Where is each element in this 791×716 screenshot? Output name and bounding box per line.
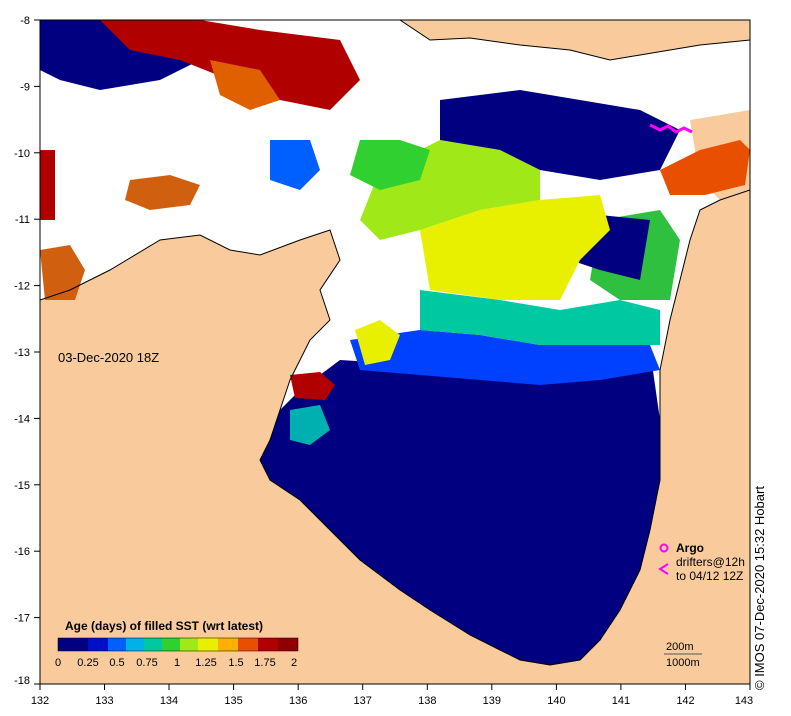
x-tick-label: 140 (547, 695, 565, 707)
coastline-north (399, 20, 750, 61)
colorbar-tick-label: 0.5 (109, 657, 124, 669)
y-tick-label: -8 (20, 15, 30, 27)
x-axis: 132 133 134 135 136 137 138 139 140 141 … (31, 684, 753, 707)
x-tick-label: 139 (483, 695, 501, 707)
drifters-label-line2: to 04/12 12Z (676, 569, 743, 583)
argo-marker-icon (659, 543, 669, 553)
x-tick-label: 134 (160, 695, 178, 707)
drifter-track (649, 123, 693, 134)
region-blue-arafura (270, 140, 320, 190)
coastline (40, 189, 750, 666)
sst-age-fill (40, 20, 750, 665)
x-tick-label: 136 (289, 695, 307, 707)
colorbar-tick-label: 1 (174, 657, 180, 669)
colorbar-swatch (278, 638, 298, 651)
y-tick-label: -12 (14, 281, 30, 293)
region-green-northwest (350, 140, 430, 190)
region-orange-west (125, 175, 200, 210)
region-teal-wellesley (290, 405, 330, 445)
depth-legend: 200m 1000m (664, 641, 702, 669)
timestamp-label: 03-Dec-2020 18Z (58, 350, 159, 365)
y-tick-label: -10 (14, 148, 30, 160)
y-tick-label: -18 (14, 675, 30, 687)
colorbar-swatch (88, 638, 108, 651)
y-tick-label: -14 (14, 413, 30, 425)
x-tick-label: 135 (224, 695, 242, 707)
colorbar-tick-label: 1.25 (195, 657, 216, 669)
drifters-label-line1: drifters@12h (676, 555, 745, 569)
y-tick-label: -17 (14, 613, 30, 625)
region-teal-band (420, 290, 660, 345)
colorbar-swatch (58, 638, 88, 651)
x-tick-label: 141 (612, 695, 630, 707)
x-tick-label: 132 (31, 695, 49, 707)
colorbar-swatch (258, 638, 278, 651)
colorbar-tick-label: 0 (55, 657, 61, 669)
region-navy-northwest (40, 20, 200, 90)
region-yellow-west-coast (355, 320, 400, 365)
argo-legend: Argo drifters@12h to 04/12 12Z (658, 541, 745, 583)
colorbar-swatch (162, 638, 180, 651)
x-tick-label: 142 (676, 695, 694, 707)
colorbar-tick-label: 2 (291, 657, 297, 669)
colorbar-tick-label: 1.75 (254, 657, 275, 669)
region-yellow-center (420, 195, 610, 300)
region-red-west (40, 150, 55, 220)
region-red-wellesley (290, 372, 335, 400)
region-navy-arafura-east (440, 90, 680, 180)
colorbar-swatch (126, 638, 144, 651)
argo-label: Argo (676, 541, 704, 555)
x-tick-label: 138 (418, 695, 436, 707)
colorbar-swatch (108, 638, 126, 651)
credit-text: © IMOS 07-Dec-2020 15:32 Hobart (752, 486, 767, 690)
region-orange-southwest (40, 245, 85, 300)
region-deep-blue-gulf (260, 350, 660, 665)
region-orange-torres (660, 140, 750, 195)
depth-1000-label: 1000m (666, 657, 700, 669)
landmass-new-guinea (400, 20, 750, 60)
colorbar-swatch (180, 638, 198, 651)
colorbar-swatch (144, 638, 162, 651)
y-axis: -8 -9 -10 -11 -12 -13 -14 -15 -16 -17 -1… (14, 15, 40, 687)
x-tick-label: 137 (354, 695, 372, 707)
x-tick-label: 133 (95, 695, 113, 707)
colorbar-tick-label: 0.75 (136, 657, 157, 669)
y-tick-label: -9 (20, 81, 30, 93)
x-tick-label: 143 (735, 695, 753, 707)
y-tick-label: -15 (14, 480, 30, 492)
y-tick-label: -16 (14, 546, 30, 558)
colorbar-swatch (198, 638, 218, 651)
colorbar: Age (days) of filled SST (wrt latest) 0 … (55, 619, 299, 669)
colorbar-tick-label: 1.5 (228, 657, 243, 669)
region-orange-northcenter (210, 60, 280, 110)
colorbar-swatch (218, 638, 238, 651)
y-tick-label: -13 (14, 347, 30, 359)
colorbar-swatch (238, 638, 258, 651)
colorbar-title: Age (days) of filled SST (wrt latest) (65, 619, 263, 633)
landmass-arnhem-land (40, 190, 750, 684)
y-tick-label: -11 (15, 214, 30, 226)
colorbar-tick-label: 0.25 (77, 657, 98, 669)
depth-200-label: 200m (666, 641, 694, 653)
drifter-arrow-icon (658, 563, 669, 575)
